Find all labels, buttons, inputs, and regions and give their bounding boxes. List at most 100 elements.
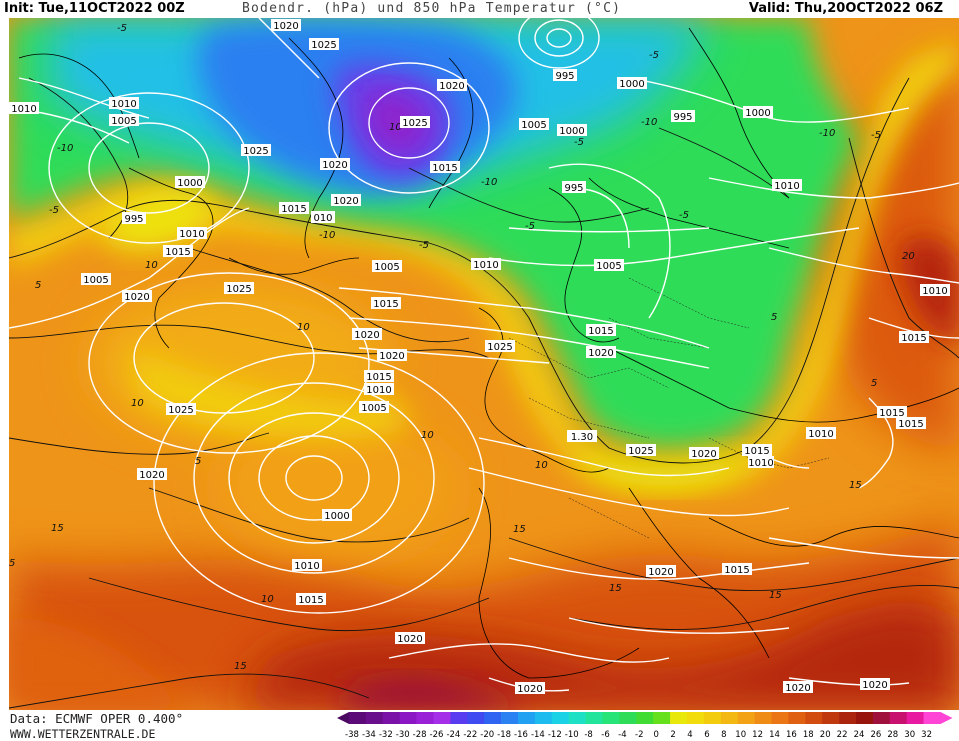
scale-label: -34 [362, 730, 376, 740]
svg-text:1020: 1020 [397, 634, 422, 645]
forecast-map: -5 -10 -5 -10 -5 -10 -5 -5 -5 -10 -10 -5… [9, 18, 959, 710]
isotherm-label: -10 [819, 128, 835, 139]
scale-swatch [670, 712, 688, 724]
isobar-labels: 1020 1025 1010 1010 1005 1020 1025 1025 … [9, 19, 950, 695]
isobar-label: 1015 [364, 370, 394, 383]
isotherm-label: -5 [574, 137, 584, 148]
isotherm-label: 5 [35, 280, 41, 291]
isotherm-label: -10 [57, 143, 73, 154]
svg-text:1015: 1015 [281, 204, 306, 215]
svg-text:1020: 1020 [862, 680, 887, 691]
scale-swatch [720, 712, 738, 724]
isotherm-label: 10 [389, 122, 402, 133]
svg-text:1020: 1020 [691, 449, 716, 460]
isobar-label: 1025 [309, 38, 339, 51]
isobar-label: 1020 [320, 158, 350, 171]
scale-label: -6 [601, 730, 609, 740]
isotherm-label: 15 [513, 524, 526, 535]
isotherm-label: -10 [319, 230, 335, 241]
isotherm-label: 15 [234, 661, 247, 672]
isobar-label: 1020 [331, 194, 361, 207]
scale-label: 24 [854, 730, 865, 740]
isobar-label: 1010 [471, 258, 501, 271]
isobar-label: 1.30 [567, 430, 597, 443]
svg-text:1000: 1000 [745, 108, 770, 119]
svg-text:995: 995 [564, 183, 583, 194]
isobar-label: 1025 [166, 403, 196, 416]
scale-label: 32 [921, 730, 932, 740]
scale-swatch [467, 712, 485, 724]
isobar-label: 1025 [400, 116, 430, 129]
svg-text:1025: 1025 [243, 146, 268, 157]
isotherm-label: 15 [609, 583, 622, 594]
isobar-label: 1025 [241, 144, 271, 157]
isobar-label: 1010 [292, 559, 322, 572]
svg-text:1000: 1000 [324, 511, 349, 522]
svg-text:1010: 1010 [473, 260, 498, 271]
scale-label: -8 [584, 730, 592, 740]
scale-swatch [602, 712, 620, 724]
isobars [9, 18, 959, 692]
svg-text:1020: 1020 [124, 292, 149, 303]
scale-label: 28 [887, 730, 898, 740]
scale-label: 6 [704, 730, 709, 740]
svg-text:1020: 1020 [439, 81, 464, 92]
svg-text:1015: 1015 [744, 446, 769, 457]
svg-text:1015: 1015 [366, 372, 391, 383]
svg-text:1.30: 1.30 [571, 432, 593, 443]
svg-text:1025: 1025 [402, 118, 427, 129]
isotherm-label: 15 [849, 480, 862, 491]
isotherm-label: 15 [51, 523, 64, 534]
isobar-label: 1020 [122, 290, 152, 303]
isobar-label: 995 [122, 212, 146, 225]
website: WWW.WETTERZENTRALE.DE [10, 727, 156, 741]
chart-header: Init: Tue,11OCT2022 00Z Bodendr. (hPa) u… [0, 0, 959, 18]
svg-text:995: 995 [555, 71, 574, 82]
isobar-label: 1020 [515, 682, 545, 695]
svg-text:1020: 1020 [379, 351, 404, 362]
svg-text:1010: 1010 [179, 229, 204, 240]
scale-swatch [450, 712, 468, 724]
isobar-label: 995 [562, 181, 586, 194]
scale-swatch [501, 712, 519, 724]
isobar-label: 1015 [899, 331, 929, 344]
isobar-label: 1020 [271, 19, 301, 32]
scale-swatch [619, 712, 637, 724]
svg-text:1015: 1015 [588, 326, 613, 337]
isobar-label: 1010 [364, 383, 394, 396]
scale-swatch [737, 712, 755, 724]
scale-label: 0 [653, 730, 658, 740]
isobar-label: 010 [311, 211, 335, 224]
isotherms [9, 77, 959, 709]
isotherm-label: 10 [131, 398, 144, 409]
svg-text:1010: 1010 [774, 181, 799, 192]
scale-label: -38 [345, 730, 359, 740]
chart-footer: Data: ECMWF OPER 0.400° WWW.WETTERZENTRA… [0, 710, 959, 741]
isobar-label: 1000 [743, 106, 773, 119]
isobar-label: 1015 [877, 406, 907, 419]
scale-swatch [399, 712, 417, 724]
svg-text:1005: 1005 [374, 262, 399, 273]
svg-text:010: 010 [313, 213, 332, 224]
scale-label: 20 [820, 730, 831, 740]
svg-text:1015: 1015 [165, 247, 190, 258]
scale-swatch [534, 712, 553, 724]
scale-label: 12 [752, 730, 763, 740]
isobar-label: 1020 [783, 681, 813, 694]
isotherm-label: 10 [421, 430, 434, 441]
isobar-label: 995 [553, 69, 577, 82]
isotherm-label: -5 [117, 23, 127, 34]
svg-text:1020: 1020 [139, 470, 164, 481]
scale-swatch [349, 712, 367, 724]
isobar-label: 1000 [322, 509, 352, 522]
isotherm-label: 10 [261, 594, 274, 605]
scale-label: -20 [480, 730, 494, 740]
scale-label: -12 [548, 730, 562, 740]
isobar-label: 1020 [646, 565, 676, 578]
isotherm-label: 10 [535, 460, 548, 471]
isobar-label: 1005 [594, 259, 624, 272]
scale-label: 2 [670, 730, 675, 740]
scale-label: -10 [565, 730, 579, 740]
temperature-color-scale: -38 -34 -32 -30 -28 -26 -24 -22 -20 -18 -16 -14 -12-… [337, 712, 953, 740]
